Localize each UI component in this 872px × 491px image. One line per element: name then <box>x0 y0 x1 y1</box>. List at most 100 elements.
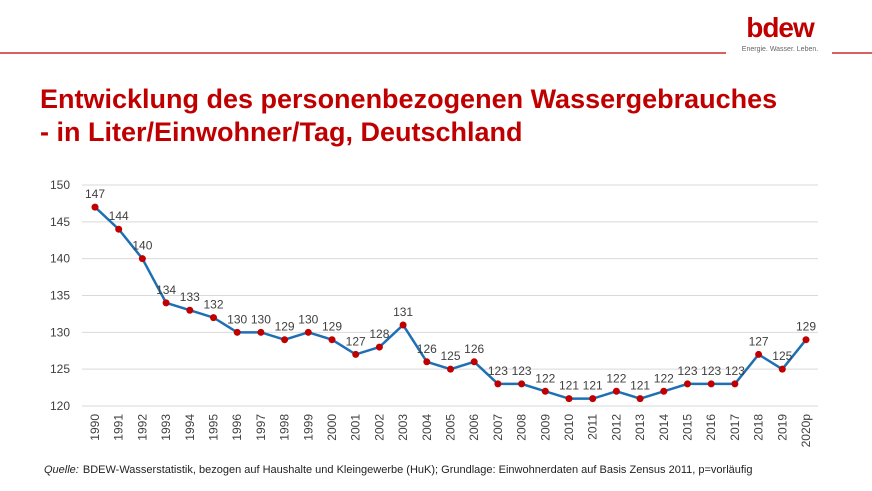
data-label: 131 <box>393 305 413 319</box>
x-tick-label: 2020p <box>799 414 813 448</box>
point <box>660 387 668 395</box>
x-tick-label: 2003 <box>396 414 410 441</box>
point <box>755 350 763 358</box>
point <box>186 306 194 314</box>
x-tick-label: 2018 <box>752 414 766 441</box>
point <box>589 395 597 403</box>
x-tick-label: 2011 <box>586 414 600 440</box>
data-label: 123 <box>488 364 508 378</box>
x-tick-label: 2010 <box>562 414 576 441</box>
point <box>518 380 526 388</box>
data-label: 132 <box>203 298 223 312</box>
y-tick-label: 130 <box>50 325 70 339</box>
x-tick-label: 2016 <box>704 414 718 441</box>
data-label: 127 <box>346 334 366 348</box>
x-tick-label: 2005 <box>444 414 458 441</box>
x-tick-label: 2004 <box>420 414 434 441</box>
point <box>304 328 312 336</box>
point <box>802 336 810 344</box>
point <box>565 395 573 403</box>
x-tick-label: 1990 <box>88 414 102 441</box>
data-label: 123 <box>725 364 745 378</box>
point <box>731 380 739 388</box>
point <box>352 350 360 358</box>
logo-tagline: Energie. Wasser. Leben. <box>742 46 818 53</box>
point <box>162 299 170 307</box>
chart-title: Entwicklung des personenbezogenen Wasser… <box>40 84 777 114</box>
data-label: 123 <box>701 364 721 378</box>
source: Quelle: BDEW-Wasserstatistik, bezogen auf… <box>44 464 753 476</box>
x-tick-label: 2014 <box>657 414 671 441</box>
x-tick-label: 1991 <box>112 414 126 441</box>
x-tick-label: 1995 <box>207 414 221 441</box>
data-label: 121 <box>559 379 579 393</box>
x-tick-label: 2007 <box>491 414 505 441</box>
data-label: 129 <box>322 320 342 334</box>
data-label: 121 <box>583 379 603 393</box>
data-label: 133 <box>180 290 200 304</box>
data-label: 130 <box>298 312 318 326</box>
x-tick-label: 2002 <box>372 414 386 441</box>
data-label: 126 <box>464 342 484 356</box>
point <box>375 343 383 351</box>
data-label: 126 <box>417 342 437 356</box>
data-label: 123 <box>677 364 697 378</box>
point <box>257 328 265 336</box>
x-tick-label: 2001 <box>349 414 363 441</box>
data-label: 125 <box>772 349 792 363</box>
y-tick-label: 140 <box>50 252 70 266</box>
point <box>281 336 289 344</box>
x-tick-label: 1994 <box>183 414 197 441</box>
point <box>707 380 715 388</box>
point <box>328 336 336 344</box>
data-label: 125 <box>440 349 460 363</box>
x-tick-label: 1997 <box>254 414 268 441</box>
point <box>399 321 407 329</box>
point <box>91 203 99 211</box>
data-label: 122 <box>654 371 674 385</box>
point <box>684 380 691 388</box>
x-tick-label: 2008 <box>515 414 529 441</box>
logo: bdew <box>746 12 815 43</box>
x-tick-label: 2019 <box>775 414 789 441</box>
x-tick-label: 2012 <box>609 414 623 441</box>
y-tick-label: 120 <box>50 399 70 413</box>
point <box>115 225 123 233</box>
data-label: 121 <box>630 379 650 393</box>
point <box>423 358 431 366</box>
x-tick-label: 2013 <box>633 414 647 441</box>
point <box>636 395 644 403</box>
y-tick-label: 135 <box>50 289 70 303</box>
data-label: 129 <box>275 320 295 334</box>
source-text: BDEW-Wasserstatistik, bezogen auf Hausha… <box>83 464 753 476</box>
point <box>541 387 549 395</box>
y-tick-label: 145 <box>50 215 70 229</box>
data-label: 123 <box>512 364 532 378</box>
source-label: Quelle: <box>44 464 79 476</box>
point <box>470 358 478 366</box>
x-tick-label: 1996 <box>230 414 244 441</box>
point <box>447 365 454 373</box>
data-label: 130 <box>227 312 247 326</box>
point <box>233 328 241 336</box>
data-label: 127 <box>749 334 769 348</box>
chart-subtitle: - in Liter/Einwohner/Tag, Deutschland <box>40 117 523 147</box>
x-tick-label: 1993 <box>159 414 173 441</box>
point <box>778 365 786 373</box>
y-tick-label: 150 <box>50 178 70 192</box>
point <box>494 380 502 388</box>
x-tick-label: 1998 <box>278 414 292 441</box>
data-label: 122 <box>606 371 626 385</box>
data-label: 134 <box>156 283 176 297</box>
x-tick-label: 1999 <box>301 414 315 441</box>
point <box>612 387 620 395</box>
x-tick-label: 2009 <box>538 414 552 441</box>
data-label: 129 <box>796 320 816 334</box>
point <box>138 255 146 263</box>
data-label: 147 <box>85 187 105 201</box>
data-label: 140 <box>132 239 152 253</box>
x-tick-label: 2017 <box>728 414 742 441</box>
data-label: 128 <box>369 327 389 341</box>
